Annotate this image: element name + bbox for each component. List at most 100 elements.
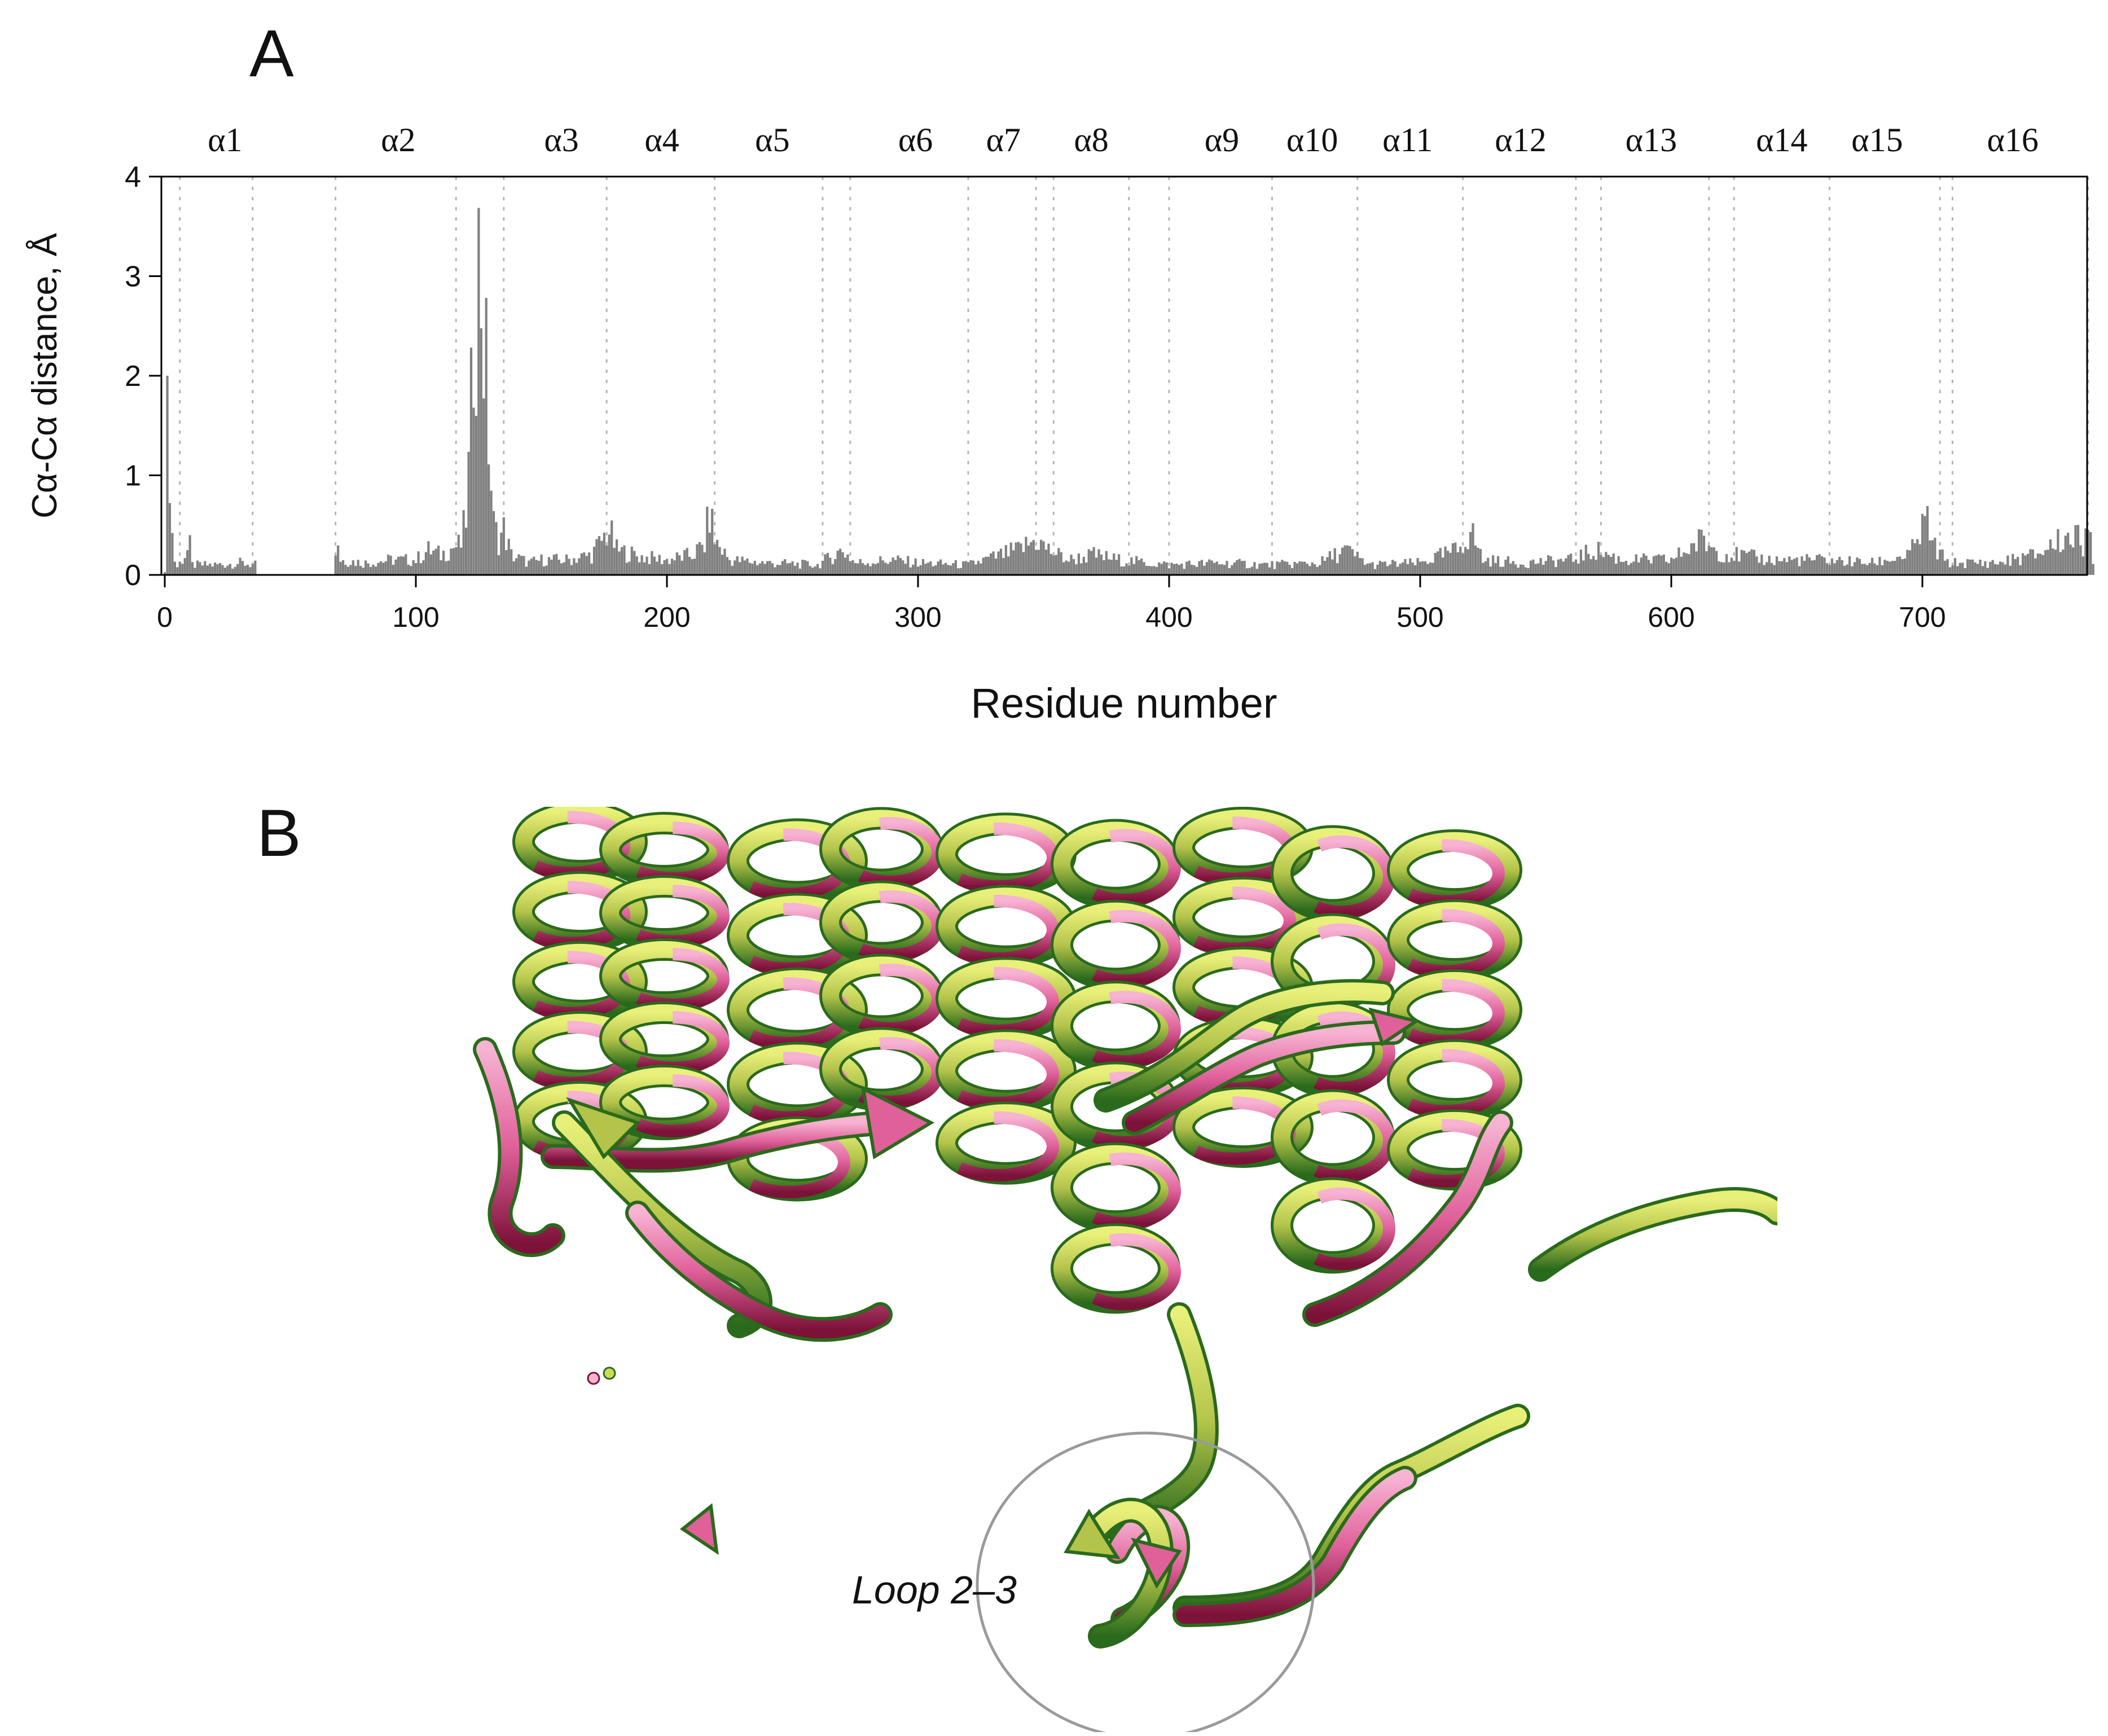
bar-372 [1097,549,1100,575]
bar-167 [583,552,586,575]
bar-244 [776,565,779,575]
bar-615 [1707,546,1710,575]
bar-562 [1574,559,1578,575]
bar-359 [1065,560,1068,575]
bar-485 [1381,562,1384,575]
bar-11 [191,562,194,575]
terminus-green [603,1366,616,1380]
bar-414 [1203,565,1206,575]
strand-pink-5 [1125,1023,1403,1132]
sheet-arrow-5 [679,1503,719,1555]
bar-98 [410,566,412,575]
bar-94 [399,556,402,575]
bar-556 [1560,559,1562,575]
bar-155 [552,555,555,575]
bar-250 [791,561,794,575]
bar-267 [834,559,837,575]
bar-92 [394,559,397,575]
bar-257 [809,566,811,575]
bar-631 [1747,551,1751,575]
bar-256 [806,561,809,575]
bar-671 [1848,556,1851,575]
bar-280 [867,563,869,575]
bar-209 [688,556,691,575]
bar-202 [670,559,674,575]
bar-187 [633,551,636,575]
bar-283 [874,564,877,575]
bar-110 [440,560,442,575]
bar-95 [402,556,405,575]
bar-364 [1077,553,1080,575]
bar-389 [1140,558,1143,575]
bar-228 [736,556,739,575]
bar-378 [1113,553,1116,575]
sheet-arrow-2 [1131,1537,1182,1589]
bar-693 [1903,558,1907,575]
bar-232 [746,558,749,575]
bar-755 [2059,552,2062,575]
bar-495 [1406,564,1409,575]
bar-492 [1399,564,1402,575]
helix-turn-pink [1068,829,1181,906]
bar-144 [525,566,528,575]
helix-label-α15: α15 [1851,121,1903,159]
bar-568 [1589,559,1592,575]
bar-186 [630,546,633,575]
bar-21 [216,564,219,575]
bar-316 [957,568,960,575]
helix-label-α12: α12 [1495,121,1546,159]
bar-536 [1509,563,1512,575]
bar-647 [1788,556,1791,575]
bar-212 [696,544,699,575]
bar-550 [1544,561,1547,575]
bar-344 [1027,546,1030,575]
bar-19 [211,566,214,575]
bar-126 [480,328,482,575]
helix-turn-pink [935,1111,1059,1182]
bar-147 [533,556,535,575]
bar-674 [1856,557,1859,575]
bar-264 [826,553,829,575]
bar-391 [1145,565,1148,575]
bar-6 [178,561,181,575]
bar-507 [1437,551,1439,575]
bar-695 [1908,550,1911,575]
bar-97 [407,564,410,575]
bar-104 [424,552,427,575]
bar-415 [1205,562,1208,575]
bar-490 [1394,561,1396,575]
helix-turn-pink [617,1074,730,1137]
bar-658 [1816,555,1819,575]
bar-560 [1570,553,1573,575]
bar-156 [555,553,558,575]
bar-362 [1072,559,1075,575]
bar-754 [2057,529,2059,575]
bar-189 [638,562,641,575]
helix-turn-pink [1288,1011,1395,1095]
bar-122 [469,348,473,575]
bar-480 [1369,563,1372,575]
bar-481 [1371,562,1374,575]
bar-279 [864,565,867,575]
bar-442 [1273,569,1276,575]
bar-413 [1200,560,1204,575]
bar-191 [643,562,646,575]
bar-744 [2031,549,2034,575]
bar-407 [1185,561,1188,575]
bar-577 [1612,553,1615,575]
bar-278 [862,563,864,575]
bar-564 [1579,550,1582,575]
bar-81 [367,563,370,575]
bar-592 [1650,563,1653,575]
helix-label-α2: α2 [381,121,415,159]
bar-164 [575,562,578,575]
bar-149 [538,561,541,575]
bar-111 [442,551,445,575]
bar-90 [389,556,392,575]
bar-221 [718,547,721,575]
bar-138 [510,549,513,575]
bar-315 [954,560,957,575]
bar-541 [1522,565,1525,575]
bar-512 [1449,552,1452,575]
bar-259 [814,566,816,575]
